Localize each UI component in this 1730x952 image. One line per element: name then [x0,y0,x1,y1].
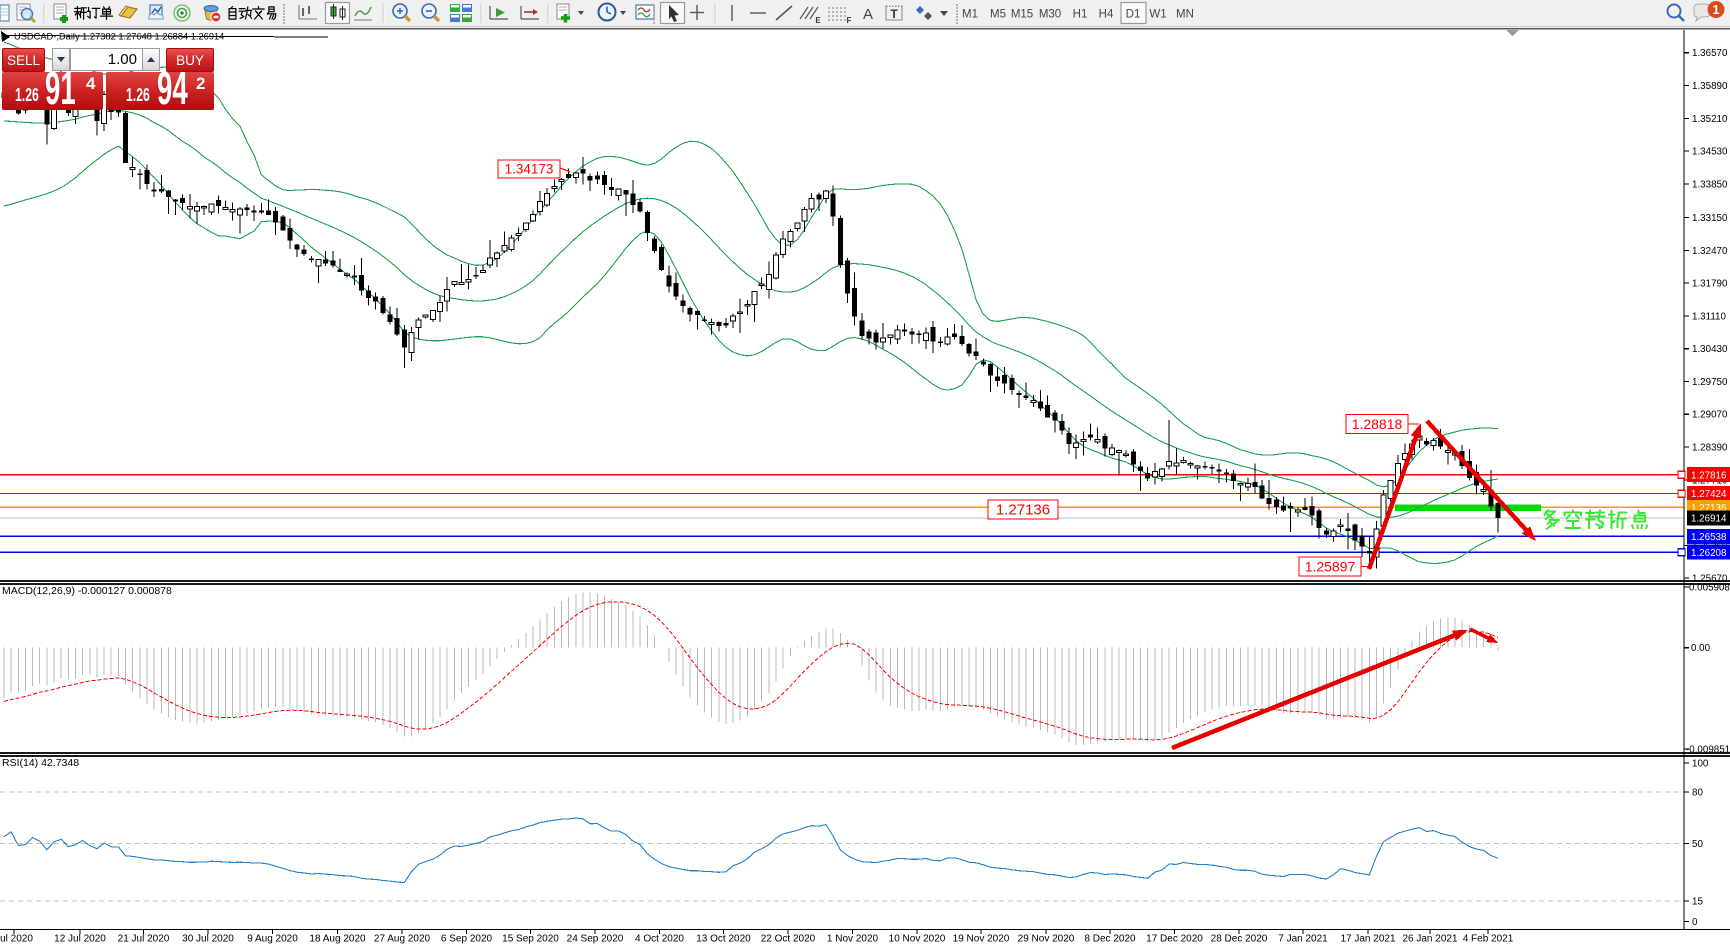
svg-text:F: F [847,16,852,25]
svg-text:0: 0 [1692,917,1698,928]
svg-text:17 Jan 2021: 17 Jan 2021 [1340,934,1395,945]
svg-text:1.35210: 1.35210 [1692,114,1728,125]
svg-text:1.27136: 1.27136 [1691,503,1727,514]
svg-text:-0.009851: -0.009851 [1686,744,1730,755]
svg-text:12 Jul 2020: 12 Jul 2020 [54,934,106,945]
svg-text:17 Dec 2020: 17 Dec 2020 [1146,934,1203,945]
svg-text:USDCAD-,Daily 1.27382 1.27648: USDCAD-,Daily 1.27382 1.27648 1.26884 1.… [14,32,224,42]
svg-text:15: 15 [1692,897,1703,908]
svg-text:1.34530: 1.34530 [1692,147,1728,158]
svg-text:6 Sep 2020: 6 Sep 2020 [441,934,493,945]
svg-text:50: 50 [1692,839,1703,850]
svg-text:1: 1 [1713,3,1720,17]
svg-text:1.30430: 1.30430 [1692,344,1728,355]
svg-text:21 Jul 2020: 21 Jul 2020 [118,934,170,945]
svg-text:24 Sep 2020: 24 Sep 2020 [567,934,624,945]
svg-text:1.27816: 1.27816 [1691,470,1727,481]
svg-text:1.28390: 1.28390 [1692,443,1728,454]
svg-text:4 Oct 2020: 4 Oct 2020 [635,934,684,945]
svg-text:H4: H4 [1099,9,1114,21]
svg-text:30 Jul 2020: 30 Jul 2020 [182,934,234,945]
svg-text:15 Sep 2020: 15 Sep 2020 [502,934,559,945]
svg-text:W1: W1 [1149,9,1166,21]
svg-text:80: 80 [1692,788,1703,799]
svg-text:M15: M15 [1011,9,1033,21]
svg-text:1.25897: 1.25897 [1305,559,1356,575]
svg-text:M1: M1 [962,9,978,21]
svg-text:1.36570: 1.36570 [1692,48,1728,59]
svg-text:Jul 2020: Jul 2020 [0,934,33,945]
svg-text:22 Oct 2020: 22 Oct 2020 [761,934,816,945]
svg-text:1.29750: 1.29750 [1692,377,1728,388]
svg-text:0.00: 0.00 [1691,643,1711,654]
svg-text:D1: D1 [1126,9,1141,21]
svg-text:29 Nov 2020: 29 Nov 2020 [1018,934,1075,945]
svg-text:10 Nov 2020: 10 Nov 2020 [889,934,946,945]
svg-text:E: E [815,16,821,25]
svg-text:1.33150: 1.33150 [1692,213,1728,224]
svg-text:18 Aug 2020: 18 Aug 2020 [309,934,366,945]
svg-text:RSI(14) 42.7348: RSI(14) 42.7348 [2,757,79,769]
svg-text:MN: MN [1176,9,1194,21]
svg-text:9 Aug 2020: 9 Aug 2020 [247,934,298,945]
svg-text:T: T [890,7,898,21]
svg-text:1.35890: 1.35890 [1692,81,1728,92]
svg-text:1.26208: 1.26208 [1691,548,1727,559]
svg-text:8 Dec 2020: 8 Dec 2020 [1084,934,1136,945]
svg-text:1.33850: 1.33850 [1692,179,1728,190]
svg-text:1.25670: 1.25670 [1692,574,1728,585]
svg-text:A: A [863,6,873,23]
svg-text:1.27424: 1.27424 [1691,489,1727,500]
svg-text:M5: M5 [990,9,1006,21]
svg-text:M30: M30 [1039,9,1061,21]
svg-text:28 Dec 2020: 28 Dec 2020 [1211,934,1268,945]
svg-text:1.32470: 1.32470 [1692,246,1728,257]
svg-text:1.31110: 1.31110 [1692,311,1727,322]
svg-text:1.27136: 1.27136 [996,502,1050,519]
svg-text:1.26914: 1.26914 [1691,514,1727,525]
svg-text:1.31790: 1.31790 [1692,279,1728,290]
svg-text:13 Oct 2020: 13 Oct 2020 [696,934,751,945]
svg-text:19 Nov 2020: 19 Nov 2020 [953,934,1010,945]
svg-text:100: 100 [1692,759,1709,770]
svg-text:1.34173: 1.34173 [505,162,554,177]
svg-text:7 Jan 2021: 7 Jan 2021 [1278,934,1328,945]
svg-text:27 Aug 2020: 27 Aug 2020 [374,934,431,945]
svg-text:26 Jan 2021: 26 Jan 2021 [1402,934,1457,945]
svg-text:H1: H1 [1073,9,1088,21]
svg-text:1 Nov 2020: 1 Nov 2020 [827,934,879,945]
svg-text:1.26538: 1.26538 [1691,532,1727,543]
svg-text:MACD(12,26,9) -0.000127 0.0008: MACD(12,26,9) -0.000127 0.000878 [2,585,172,597]
svg-text:4 Feb 2021: 4 Feb 2021 [1463,934,1514,945]
svg-text:1.28818: 1.28818 [1352,416,1403,432]
svg-text:1.29070: 1.29070 [1692,410,1728,421]
svg-text:0.005908: 0.005908 [1689,583,1730,594]
